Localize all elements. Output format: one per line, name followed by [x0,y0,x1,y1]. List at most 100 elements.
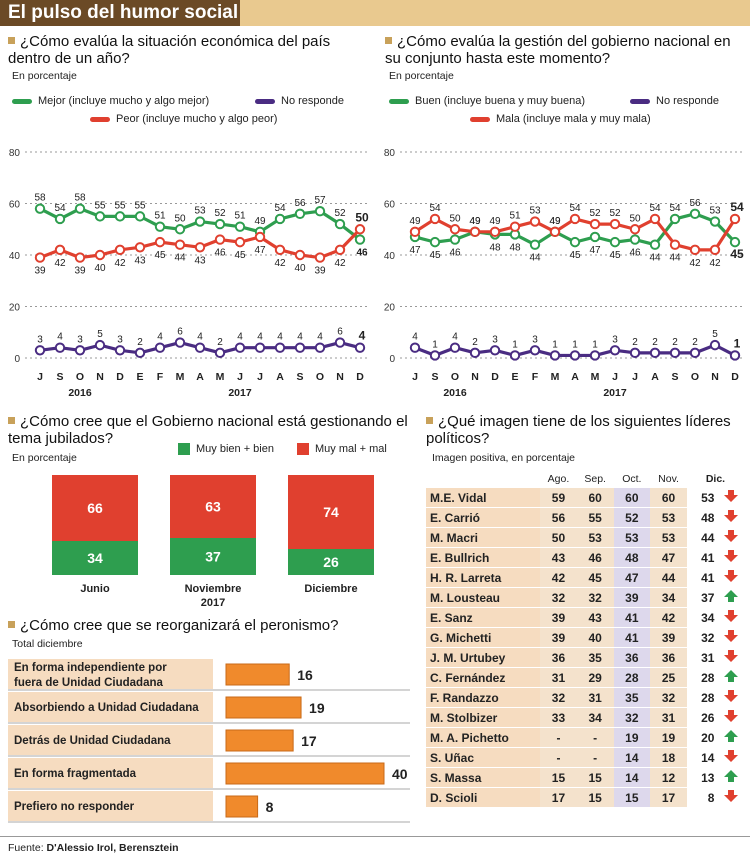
trend-up-arrow-icon [723,770,738,782]
data-label: 45 [429,250,441,261]
data-label: 47 [254,245,266,256]
data-point [34,252,46,263]
leader-name: G. Michetti [426,627,541,648]
data-point [174,239,186,250]
data-label: 51 [154,211,166,222]
leader-value: - [576,747,614,768]
data-label: 46 [356,248,368,259]
leader-value: 52 [613,507,651,528]
data-point [234,342,246,353]
category-label: fuera de Unidad Ciudadana [14,677,163,689]
gov-legend-green: Buen (incluye buena y muy buena) [389,95,585,107]
data-label: 40 [94,263,106,274]
data-point [409,226,421,238]
peron-question: ¿Cómo cree que se reorganizará el peroni… [8,617,418,634]
data-label: 1 [512,339,518,350]
trend-cell [717,527,744,548]
data-label: 4 [237,332,243,343]
leader-value: - [540,727,577,748]
arrow-shape [723,630,738,642]
gov-subtitle: En porcentaje [389,70,454,82]
leader-row: G. Michetti 39 40 41 39 32 [426,627,744,648]
leader-row: H. R. Larreta 42 45 47 44 41 [426,567,744,588]
trend-down-arrow-icon [723,710,738,722]
peron-question-text: ¿Cómo cree que se reorganizará el peroni… [20,617,339,634]
leader-row: D. Scioli 17 15 15 17 8 [426,787,744,808]
leader-value: 53 [650,507,687,528]
leader-name: M. Lousteau [426,587,541,608]
data-point [629,347,641,359]
data-label: 54 [429,203,441,214]
data-label: 39 [34,266,46,277]
leader-value: 53 [650,527,687,548]
data-label: 3 [612,334,618,345]
x-tick-label: A [196,371,204,383]
legend-swatch [178,443,190,455]
data-point [609,218,621,230]
leader-value: 43 [540,547,577,568]
year-label: 2016 [68,387,92,399]
data-point [154,221,166,232]
leader-value: 50 [540,527,577,548]
leader-value: 47 [650,547,687,568]
leader-value: 31 [650,707,687,728]
data-point [294,249,306,261]
data-label: 1 [572,339,578,350]
bar-value-label: 16 [297,667,313,683]
x-tick-label: O [76,371,84,383]
arrow-shape [723,510,738,522]
leader-value: 36 [540,647,577,668]
leader-value: 40 [576,627,614,648]
leader-value: 39 [540,627,577,648]
leader-value: - [576,727,614,748]
leader-value: 59 [540,488,577,508]
pens-legend-bad: Muy mal + mal [297,443,387,455]
bar-segment-bad [288,475,374,549]
econ-question-text: ¿Cómo evalúa la situación económica del … [8,33,331,67]
leader-value: 12 [650,767,687,788]
arrow-shape [723,770,738,782]
data-label: 54 [274,203,286,214]
leader-value: 53 [576,527,614,548]
leader-value: 34 [650,587,687,608]
data-point [569,213,581,225]
leader-value: 32 [613,707,651,728]
data-point [469,347,481,359]
data-label: 43 [134,255,146,266]
leader-value: 39 [613,587,651,608]
data-point [94,339,106,351]
data-label: 4 [57,332,63,343]
footer-label: Fuente: [8,842,47,854]
y-tick-label: 40 [384,251,396,262]
data-point [569,350,581,361]
data-label: 55 [114,200,126,211]
x-tick-label: F [157,371,164,383]
leader-value: 60 [576,488,614,508]
data-label: 4 [257,332,263,343]
x-tick-label: F [532,371,539,383]
trend-down-arrow-icon [723,550,738,562]
x-tick-label: D [491,371,499,383]
leader-value: 20 [686,727,718,748]
x-tick-label: A [651,371,659,383]
data-point [174,224,186,235]
arrow-shape [723,530,738,542]
data-point [569,236,581,248]
bar-segment-good [52,541,138,575]
leader-row: S. Massa 15 15 14 12 13 [426,767,744,788]
category-background [8,659,213,689]
data-label: 4 [317,332,323,343]
arrow-shape [723,650,738,662]
x-tick-label: S [56,371,63,383]
data-label: 1 [432,339,438,350]
pens-legend-good: Muy bien + bien [178,443,274,455]
x-tick-label: A [571,371,579,383]
leader-value: - [540,747,577,768]
data-point [314,206,326,217]
leader-value: 19 [650,727,687,748]
data-label: 4 [452,332,458,343]
x-tick-label: J [632,371,638,383]
bar [225,663,290,686]
data-label: 2 [137,337,143,348]
data-point [354,224,366,235]
